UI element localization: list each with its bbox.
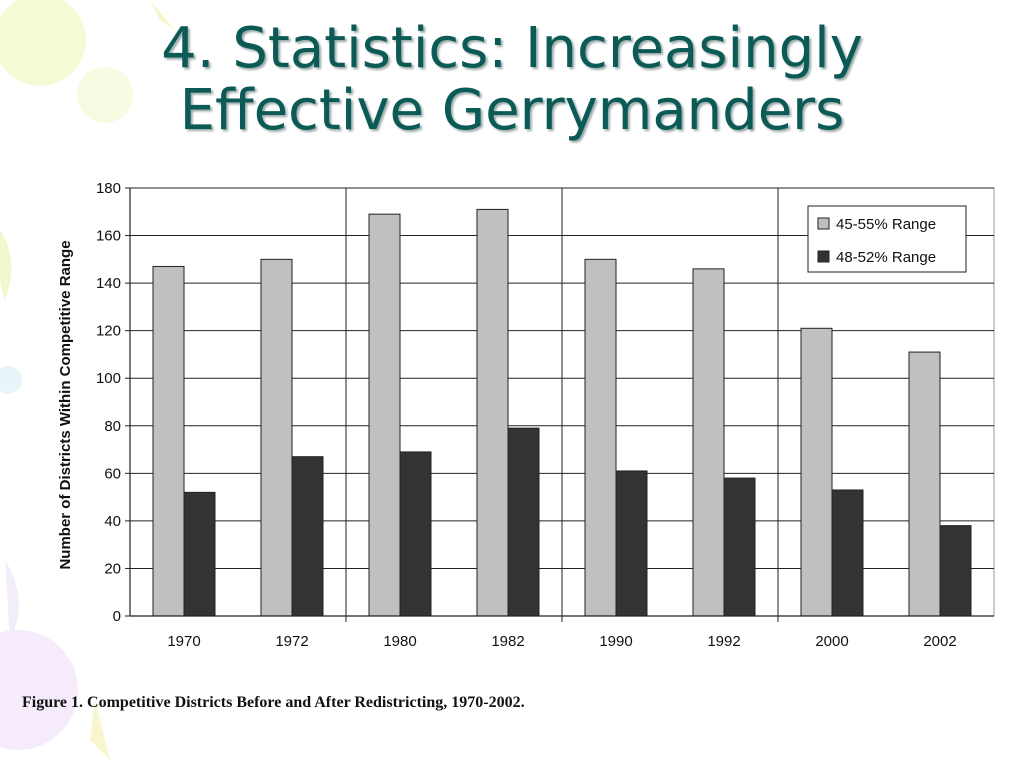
decor-balloon	[0, 0, 86, 86]
bar-45-55-range	[368, 213, 401, 617]
y-tick-label: 0	[113, 608, 121, 625]
legend-swatch-45-55	[817, 217, 830, 230]
y-tick-label: 160	[96, 228, 121, 245]
decor-balloon	[0, 630, 78, 750]
x-tick-label: 1970	[167, 633, 200, 650]
x-tick-label: 1992	[707, 633, 740, 650]
y-tick-label: 80	[104, 418, 121, 435]
y-tick-label: 140	[96, 275, 121, 292]
decor-balloon	[0, 366, 22, 394]
decor-ribbon	[150, 0, 175, 30]
y-tick-label: 180	[96, 180, 121, 197]
bar-45-55-range	[260, 258, 293, 617]
decor-ribbon	[90, 700, 110, 760]
decor-ribbon	[0, 230, 12, 300]
axes: 0 20 40 60 80 100 120 140 160 180 1970 1972 1980 1982…	[96, 180, 994, 650]
x-tick-label: 2000	[815, 633, 848, 650]
y-tick-label: 40	[104, 513, 121, 530]
decor-ribbon	[5, 560, 19, 640]
slide-title-line-1: 4. Statistics: Increasingly	[161, 16, 863, 81]
legend-label-48-52: 48-52% Range	[836, 249, 936, 266]
figure-caption: Figure 1. Competitive Districts Before a…	[22, 694, 525, 711]
bar-48-52-range	[399, 451, 432, 617]
bar-45-55-range	[692, 268, 725, 617]
chart-legend: 45-55% Range 48-52% Range	[807, 205, 967, 273]
y-tick-label: 60	[104, 465, 121, 482]
bar-45-55-range	[800, 327, 833, 617]
legend-box	[807, 205, 967, 273]
y-tick-label: 100	[96, 370, 121, 387]
slide-title: 4. Statistics: Increasingly Effective Ge…	[0, 18, 1024, 142]
x-tick-label: 1990	[599, 633, 632, 650]
bar-48-52-range	[723, 477, 756, 617]
x-tick-label: 1982	[491, 633, 524, 650]
bar-48-52-range	[291, 456, 324, 617]
slide-title-line-2: Effective Gerrymanders	[179, 78, 845, 143]
y-axis-label: Number of Districts Within Competitive R…	[57, 240, 74, 569]
x-tick-label: 1972	[275, 633, 308, 650]
legend-label-45-55: 45-55% Range	[836, 216, 936, 233]
decor-balloon	[77, 67, 133, 123]
bar-45-55-range	[152, 265, 185, 617]
bar-48-52-range	[939, 525, 972, 617]
x-tick-label: 2002	[923, 633, 956, 650]
bar-48-52-range	[831, 489, 864, 617]
legend-swatch-48-52	[817, 250, 830, 263]
bar-48-52-range	[183, 491, 216, 617]
y-tick-label: 120	[96, 323, 121, 340]
x-tick-label: 1980	[383, 633, 416, 650]
bar-45-55-range	[476, 208, 509, 617]
bar-45-55-range	[908, 351, 941, 617]
bar-48-52-range	[507, 427, 540, 617]
y-tick-label: 20	[104, 560, 121, 577]
bar-48-52-range	[615, 470, 648, 617]
bar-45-55-range	[584, 258, 617, 617]
